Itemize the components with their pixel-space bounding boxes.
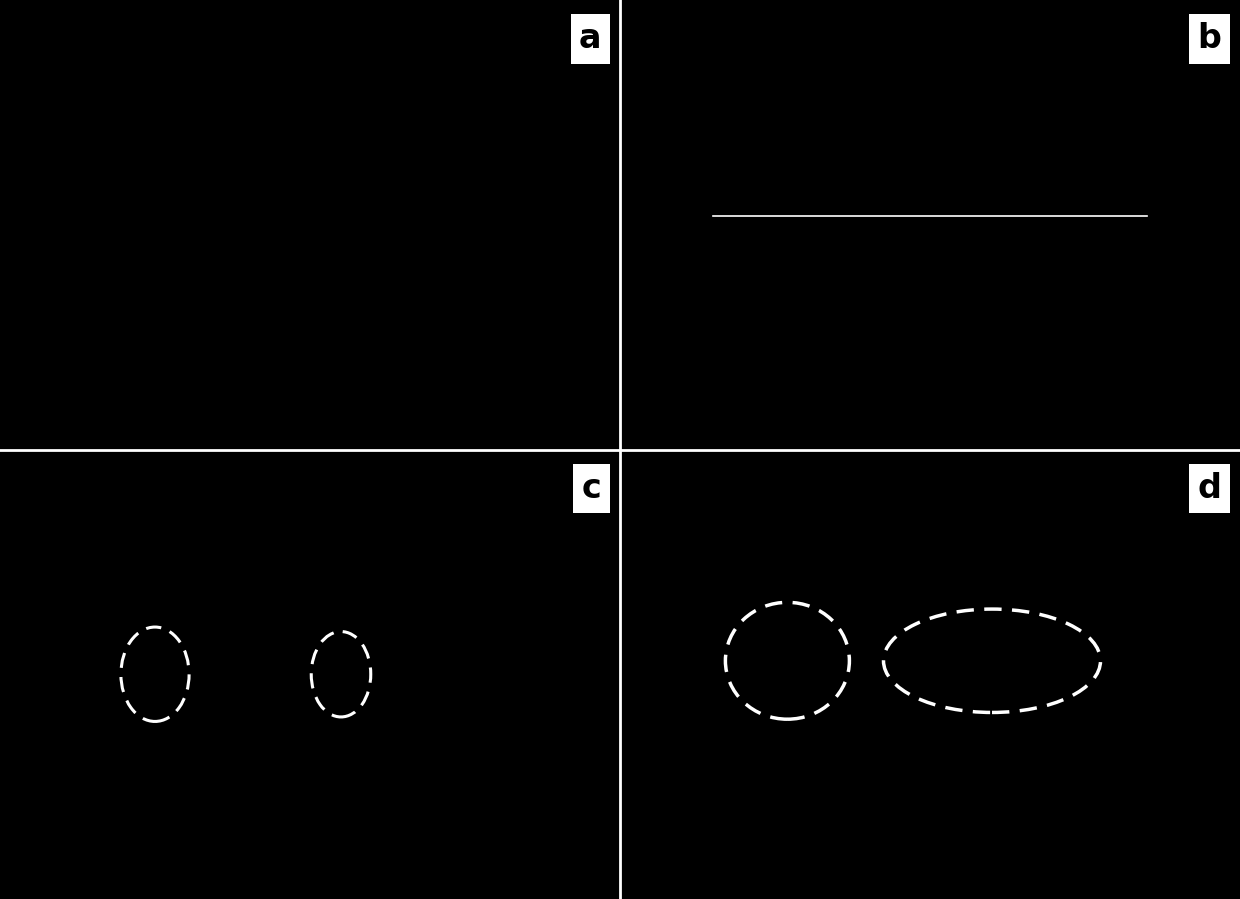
Text: d: d	[1198, 472, 1221, 505]
Text: c: c	[582, 472, 601, 505]
Text: a: a	[579, 22, 601, 56]
Text: b: b	[1198, 22, 1221, 56]
